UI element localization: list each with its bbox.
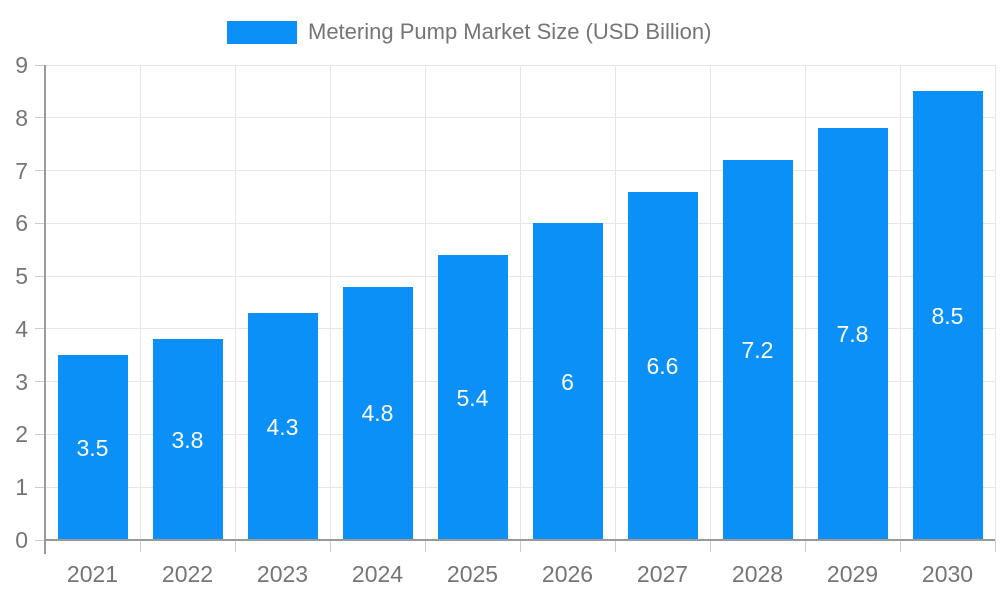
y-axis-tick (35, 275, 44, 277)
y-axis-label: 8 (15, 104, 28, 131)
bar[interactable] (437, 255, 508, 540)
y-axis-label: 3 (15, 368, 28, 395)
bar[interactable] (342, 286, 413, 540)
x-axis-tick (329, 540, 331, 552)
y-axis-tick (35, 328, 44, 330)
y-axis-tick (35, 64, 44, 66)
legend-swatch (227, 20, 297, 44)
bar-value-label: 6.6 (646, 352, 679, 379)
grid-line-vertical (329, 65, 331, 540)
x-axis-label: 2025 (446, 561, 499, 587)
x-axis-tick (994, 540, 996, 552)
x-axis-label: 2028 (731, 561, 784, 587)
y-axis-tick (35, 117, 44, 119)
x-axis-label: 2029 (826, 561, 879, 587)
bar-value-label: 7.2 (741, 337, 774, 363)
bar[interactable] (627, 191, 698, 540)
x-axis-label: 2030 (921, 561, 974, 587)
x-axis-tick (709, 540, 711, 552)
x-axis-tick (234, 540, 236, 552)
y-axis-label: 0 (15, 527, 28, 553)
grid-line-vertical (234, 65, 236, 540)
x-axis-tick (139, 540, 141, 552)
grid-line-vertical (994, 65, 996, 540)
legend-label: Metering Pump Market Size (USD Billion) (308, 19, 712, 44)
bar[interactable] (817, 128, 888, 540)
x-axis-tick (614, 540, 616, 552)
y-axis-tick (35, 381, 44, 383)
y-axis-line (44, 65, 46, 554)
x-axis-label: 2022 (161, 561, 214, 587)
bar[interactable] (912, 91, 983, 540)
x-axis-tick (899, 540, 901, 552)
y-axis-label: 1 (15, 474, 28, 501)
x-axis-tick (519, 540, 521, 552)
x-axis-line (45, 539, 995, 541)
x-axis-tick (424, 540, 426, 552)
x-axis-tick (804, 540, 806, 552)
bar-value-label: 3.8 (171, 426, 204, 453)
y-axis-tick (35, 486, 44, 488)
x-axis-label: 2026 (541, 561, 594, 587)
legend: Metering Pump Market Size (USD Billion) (227, 19, 711, 45)
grid-line-vertical (899, 65, 901, 540)
grid-line-vertical (709, 65, 711, 540)
y-axis-label: 2 (15, 421, 28, 448)
grid-line-vertical (804, 65, 806, 540)
bar-value-label: 3.5 (76, 434, 109, 461)
grid-line-vertical (424, 65, 426, 540)
bar-value-label: 5.4 (456, 384, 489, 411)
bar-value-label: 6 (561, 368, 574, 395)
bar-value-label: 7.8 (836, 321, 869, 348)
bar-value-label: 4.3 (266, 413, 299, 440)
grid-line-vertical (614, 65, 616, 540)
x-axis-label: 2024 (351, 561, 404, 587)
y-axis-label: 9 (15, 52, 28, 78)
bar[interactable] (722, 160, 793, 540)
y-axis-label: 6 (15, 210, 28, 237)
grid-line-vertical (519, 65, 521, 540)
y-axis-tick (35, 170, 44, 172)
y-axis-tick (35, 222, 44, 224)
x-axis-label: 2027 (636, 561, 689, 587)
bar-value-label: 8.5 (931, 302, 964, 329)
bar-value-label: 4.8 (361, 400, 394, 427)
y-axis-tick (35, 539, 44, 541)
bar[interactable] (152, 339, 223, 540)
y-axis-label: 7 (15, 157, 28, 184)
bar[interactable] (247, 313, 318, 540)
x-axis-label: 2021 (66, 561, 119, 587)
y-axis-label: 5 (15, 263, 28, 290)
bar[interactable] (57, 355, 128, 540)
bar[interactable] (532, 223, 603, 540)
y-axis-tick (35, 433, 44, 435)
x-axis-label: 2023 (256, 561, 309, 587)
y-axis-label: 4 (15, 315, 28, 342)
grid-line-vertical (139, 65, 141, 540)
